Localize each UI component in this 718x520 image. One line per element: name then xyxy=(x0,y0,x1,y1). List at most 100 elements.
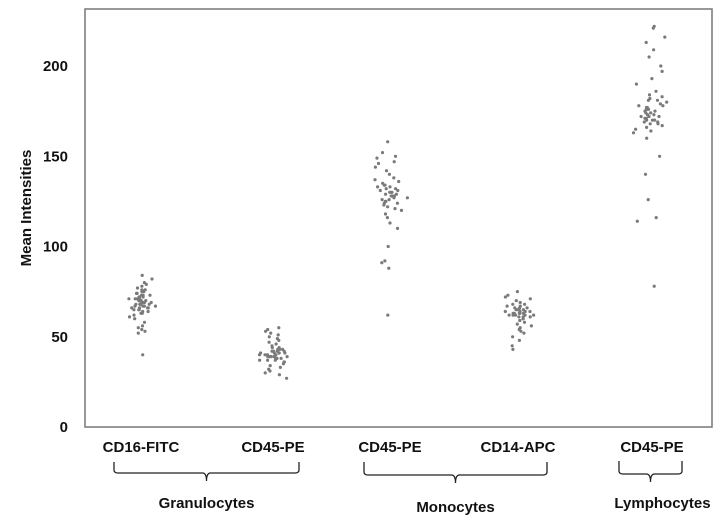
data-point xyxy=(388,221,392,225)
data-point xyxy=(375,156,379,160)
category-label: CD45-PE xyxy=(358,439,421,456)
data-point xyxy=(388,190,392,194)
data-point xyxy=(147,302,151,306)
data-point xyxy=(383,212,388,216)
data-point xyxy=(643,172,648,176)
y-tick-label: 200 xyxy=(43,58,68,75)
data-point xyxy=(263,353,267,357)
data-point xyxy=(277,326,281,330)
data-point xyxy=(285,376,289,380)
data-point xyxy=(523,302,527,306)
data-point xyxy=(514,308,518,312)
data-point xyxy=(383,183,387,187)
data-point xyxy=(635,219,639,223)
category-label: CD45-PE xyxy=(241,439,304,456)
data-point xyxy=(132,308,136,312)
data-point xyxy=(518,300,522,305)
data-point xyxy=(649,111,653,115)
data-point xyxy=(650,77,654,81)
data-point xyxy=(384,169,389,173)
data-point xyxy=(135,291,139,295)
data-point xyxy=(264,329,268,333)
data-point xyxy=(658,102,663,106)
data-point xyxy=(518,318,522,323)
data-point xyxy=(257,353,262,357)
data-point xyxy=(136,331,140,335)
data-point xyxy=(645,125,649,129)
data-point xyxy=(394,187,398,191)
data-point xyxy=(507,313,511,317)
data-point xyxy=(522,331,526,335)
data-point xyxy=(646,98,651,102)
data-point xyxy=(386,205,390,209)
data-point xyxy=(127,315,132,319)
data-point xyxy=(378,188,382,193)
data-point xyxy=(518,311,522,315)
data-point xyxy=(283,351,287,355)
data-point xyxy=(384,192,388,196)
data-point xyxy=(647,55,651,59)
data-point xyxy=(269,331,273,335)
data-point xyxy=(652,284,656,288)
data-point xyxy=(506,293,510,297)
plot-frame xyxy=(84,8,713,428)
data-point xyxy=(522,320,527,324)
data-point xyxy=(645,118,649,122)
data-point xyxy=(130,306,134,310)
data-point xyxy=(651,26,655,30)
data-point xyxy=(645,136,649,140)
data-point xyxy=(510,335,515,339)
data-point xyxy=(397,179,401,184)
data-point xyxy=(150,277,154,281)
data-point xyxy=(266,358,270,362)
data-point xyxy=(388,185,392,189)
data-point xyxy=(660,69,664,73)
data-point xyxy=(528,297,532,301)
data-point xyxy=(634,127,638,131)
data-point xyxy=(658,154,662,158)
data-point xyxy=(263,371,267,375)
data-point xyxy=(386,313,390,317)
data-point xyxy=(652,48,656,52)
data-point xyxy=(135,286,140,290)
data-point xyxy=(652,113,656,117)
data-point xyxy=(153,304,158,308)
data-point xyxy=(143,329,147,333)
data-point xyxy=(515,290,520,294)
data-point xyxy=(148,293,152,297)
data-point xyxy=(133,297,137,301)
category-label: CD14-APC xyxy=(480,439,555,456)
data-point xyxy=(139,311,143,315)
data-point xyxy=(647,114,651,119)
data-point xyxy=(657,114,661,119)
data-point xyxy=(268,364,272,368)
data-point xyxy=(138,302,142,306)
group-label: Lymphocytes xyxy=(614,495,710,512)
data-point xyxy=(137,308,141,312)
data-point xyxy=(141,295,145,299)
data-point xyxy=(503,309,507,314)
data-point xyxy=(655,98,660,102)
data-point xyxy=(383,259,387,263)
data-point xyxy=(659,64,663,68)
data-point xyxy=(519,329,523,333)
group-label: Monocytes xyxy=(416,499,494,516)
data-point xyxy=(373,178,377,182)
data-point xyxy=(392,176,396,180)
data-point xyxy=(285,355,289,359)
group-bracket xyxy=(363,462,548,484)
data-point xyxy=(278,365,282,369)
data-point xyxy=(140,324,145,328)
group-brackets: Granulocytes Monocytes Lymphocytes xyxy=(113,461,711,516)
data-point xyxy=(277,351,281,355)
data-point xyxy=(387,198,391,202)
data-point xyxy=(373,165,377,169)
data-point xyxy=(386,140,390,144)
data-point xyxy=(521,317,525,321)
data-point xyxy=(649,129,653,133)
data-point xyxy=(525,306,529,310)
data-point xyxy=(146,309,150,314)
data-point xyxy=(140,327,144,332)
data-point xyxy=(127,297,131,301)
data-point xyxy=(142,304,146,308)
